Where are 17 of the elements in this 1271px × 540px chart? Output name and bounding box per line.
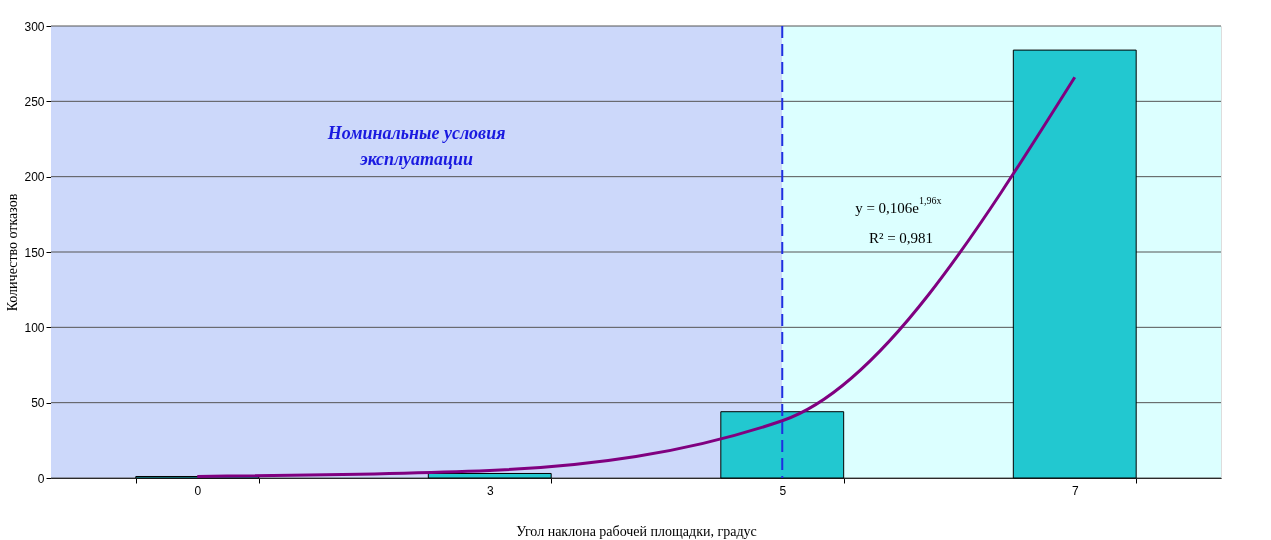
bar [720,411,845,479]
line-series [195,75,1077,478]
y-tick-label: 250 [24,94,45,109]
x-tick-label: 3 [486,483,494,498]
x-tick-label: 0 [194,483,202,498]
x-tick-label: 7 [1071,483,1079,498]
y-tick-label: 200 [24,170,45,185]
y-tick-label: 100 [24,320,45,335]
annotation: R² = 0,981 [868,230,934,246]
x-axis-title: Угол наклона рабочей площадки, градус [516,523,757,539]
band-label: Номинальные условия эксплуатации [326,123,506,170]
y-axis-title: Количество отказов [5,193,21,312]
y-tick-label: 50 [31,396,45,411]
y-tick-label: 0 [37,471,45,486]
x-tick-label: 5 [779,483,787,498]
y-tick-label: 150 [24,245,45,260]
y-tick-label: 300 [24,19,45,34]
